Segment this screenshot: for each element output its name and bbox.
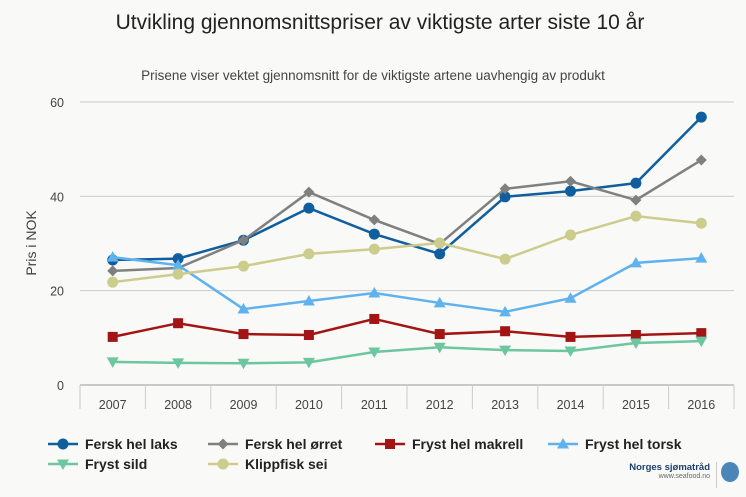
data-point bbox=[368, 347, 381, 358]
data-point bbox=[499, 305, 512, 317]
chart-title: Utvikling gjennomsnittspriser av viktigs… bbox=[115, 11, 645, 34]
data-point bbox=[695, 336, 708, 348]
data-point bbox=[565, 175, 576, 187]
legend-label: Klippfisk sei bbox=[245, 456, 327, 472]
data-point bbox=[303, 330, 314, 341]
y-axis-label: Pris i NOK bbox=[23, 210, 39, 276]
data-point bbox=[302, 295, 315, 306]
series-line bbox=[112, 158, 702, 273]
data-point bbox=[368, 287, 381, 298]
data-point bbox=[695, 154, 707, 166]
data-point bbox=[695, 252, 708, 263]
data-point bbox=[499, 253, 511, 265]
data-point bbox=[172, 259, 185, 270]
data-point bbox=[500, 326, 511, 337]
legend-label: Fryst hel makrell bbox=[412, 436, 523, 452]
data-point bbox=[172, 253, 184, 265]
chart-subtitle: Prisene viser vektet gjennomsnitt for de… bbox=[141, 68, 605, 83]
x-tick-label: 2012 bbox=[426, 398, 454, 412]
series-line bbox=[112, 116, 703, 262]
x-tick-label: 2014 bbox=[557, 398, 585, 412]
data-point bbox=[434, 237, 446, 249]
data-point bbox=[368, 243, 380, 255]
data-point bbox=[302, 357, 315, 369]
logo-url: www.seafood.no bbox=[658, 473, 710, 480]
data-point bbox=[369, 313, 380, 324]
data-point bbox=[368, 228, 380, 240]
data-point bbox=[433, 342, 446, 354]
data-point bbox=[630, 330, 641, 341]
norge-badge-icon bbox=[716, 462, 739, 488]
series-line bbox=[112, 317, 702, 339]
data-point bbox=[565, 185, 576, 197]
data-point bbox=[238, 234, 249, 246]
legend-marker bbox=[557, 438, 569, 449]
legend-label: Fersk hel ørret bbox=[245, 436, 343, 452]
data-point bbox=[106, 251, 119, 262]
series-line bbox=[112, 339, 702, 365]
data-point bbox=[629, 256, 642, 268]
data-point bbox=[172, 268, 184, 280]
data-point bbox=[173, 318, 184, 329]
x-tick-label: 2016 bbox=[687, 398, 715, 412]
data-point bbox=[564, 292, 577, 303]
data-point bbox=[303, 202, 315, 214]
data-point bbox=[499, 191, 511, 203]
data-point bbox=[172, 358, 185, 369]
data-point bbox=[630, 210, 642, 222]
data-point bbox=[564, 346, 577, 358]
legend-marker bbox=[57, 459, 69, 470]
data-point bbox=[434, 248, 446, 260]
y-tick-label: 0 bbox=[57, 379, 64, 393]
y-tick-label: 40 bbox=[50, 190, 64, 204]
y-tick-label: 60 bbox=[50, 96, 64, 110]
data-point bbox=[303, 248, 315, 260]
data-point bbox=[630, 177, 642, 189]
logo-name: Norges sjømatråd bbox=[629, 462, 710, 473]
x-tick-label: 2015 bbox=[622, 398, 650, 412]
logo: Norges sjømatråd www.seafood.no bbox=[620, 462, 710, 480]
data-point bbox=[303, 186, 315, 198]
data-point bbox=[629, 338, 642, 350]
data-point bbox=[433, 296, 446, 308]
legend-label: Fryst hel torsk bbox=[585, 436, 682, 452]
data-point bbox=[630, 194, 642, 206]
series-line bbox=[112, 255, 702, 314]
x-tick-label: 2009 bbox=[230, 398, 258, 412]
data-point bbox=[696, 328, 707, 339]
x-tick-label: 2011 bbox=[361, 398, 388, 412]
x-tick-label: 2013 bbox=[491, 398, 519, 412]
data-point bbox=[237, 358, 250, 370]
data-point bbox=[695, 217, 707, 229]
legend-marker bbox=[385, 439, 395, 449]
data-point bbox=[368, 214, 380, 226]
data-point bbox=[499, 345, 512, 357]
x-tick-label: 2008 bbox=[164, 398, 192, 412]
legend-marker bbox=[217, 438, 229, 450]
data-point bbox=[565, 229, 576, 241]
data-point bbox=[499, 183, 511, 195]
y-tick-label: 20 bbox=[50, 285, 64, 299]
legend-label: Fersk hel laks bbox=[85, 436, 178, 452]
data-point bbox=[695, 111, 707, 123]
data-point bbox=[565, 331, 576, 342]
data-point bbox=[238, 260, 249, 272]
data-point bbox=[107, 276, 119, 288]
legend-label: Fryst sild bbox=[85, 456, 147, 472]
data-point bbox=[106, 357, 119, 368]
data-point bbox=[107, 331, 118, 342]
legend-marker bbox=[217, 458, 229, 470]
series-line bbox=[112, 214, 702, 284]
data-point bbox=[237, 303, 250, 314]
x-tick-label: 2007 bbox=[99, 398, 127, 412]
data-point bbox=[107, 265, 119, 277]
legend-marker bbox=[57, 438, 69, 450]
data-point bbox=[238, 329, 249, 340]
x-tick-label: 2010 bbox=[295, 398, 323, 412]
data-point bbox=[434, 329, 445, 340]
